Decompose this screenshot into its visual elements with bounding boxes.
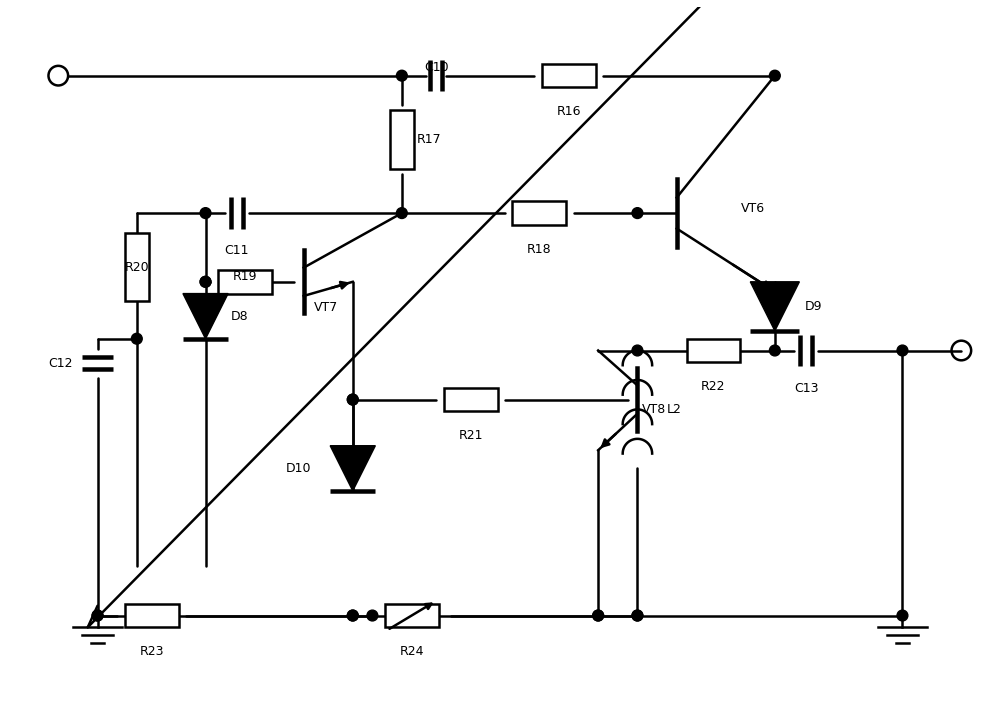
Circle shape	[347, 394, 358, 405]
Text: VT8: VT8	[642, 403, 667, 416]
Text: R19: R19	[233, 270, 257, 283]
Bar	[218, 270, 272, 294]
Circle shape	[92, 610, 103, 621]
Bar	[125, 233, 149, 301]
Text: C13: C13	[794, 382, 819, 395]
Circle shape	[632, 345, 643, 356]
Bar	[125, 604, 179, 627]
Bar	[444, 388, 498, 411]
Circle shape	[347, 610, 358, 621]
Bar	[687, 339, 740, 362]
Circle shape	[593, 610, 604, 621]
Polygon shape	[750, 282, 799, 331]
Text: D10: D10	[286, 462, 312, 475]
Circle shape	[897, 345, 908, 356]
Text: VT6: VT6	[740, 202, 765, 215]
Text: R17: R17	[417, 133, 441, 146]
Bar	[385, 604, 439, 627]
Circle shape	[131, 333, 142, 344]
Circle shape	[396, 207, 407, 219]
Polygon shape	[183, 294, 228, 339]
Text: R18: R18	[527, 243, 552, 256]
Circle shape	[200, 276, 211, 287]
Bar	[390, 110, 414, 169]
Circle shape	[632, 610, 643, 621]
Text: R20: R20	[125, 261, 150, 273]
Text: D8: D8	[231, 310, 249, 322]
Circle shape	[769, 345, 780, 356]
Bar	[512, 201, 566, 225]
Text: R22: R22	[701, 380, 726, 393]
Circle shape	[200, 207, 211, 219]
Text: R23: R23	[139, 645, 164, 658]
Circle shape	[632, 610, 643, 621]
Text: L2: L2	[667, 403, 682, 416]
Circle shape	[347, 610, 358, 621]
Text: D9: D9	[804, 300, 822, 313]
Circle shape	[367, 610, 378, 621]
Text: R16: R16	[556, 105, 581, 118]
Circle shape	[92, 610, 103, 621]
Circle shape	[632, 207, 643, 219]
Circle shape	[396, 70, 407, 81]
Text: C11: C11	[225, 245, 249, 257]
Text: C10: C10	[424, 61, 449, 74]
Polygon shape	[330, 446, 375, 491]
Circle shape	[897, 610, 908, 621]
Circle shape	[347, 394, 358, 405]
Circle shape	[769, 70, 780, 81]
Bar	[542, 64, 596, 88]
Text: C12: C12	[48, 357, 73, 369]
Text: VT7: VT7	[313, 301, 338, 315]
Text: R24: R24	[399, 645, 424, 658]
Text: R21: R21	[458, 429, 483, 442]
Circle shape	[200, 276, 211, 287]
Circle shape	[593, 610, 604, 621]
